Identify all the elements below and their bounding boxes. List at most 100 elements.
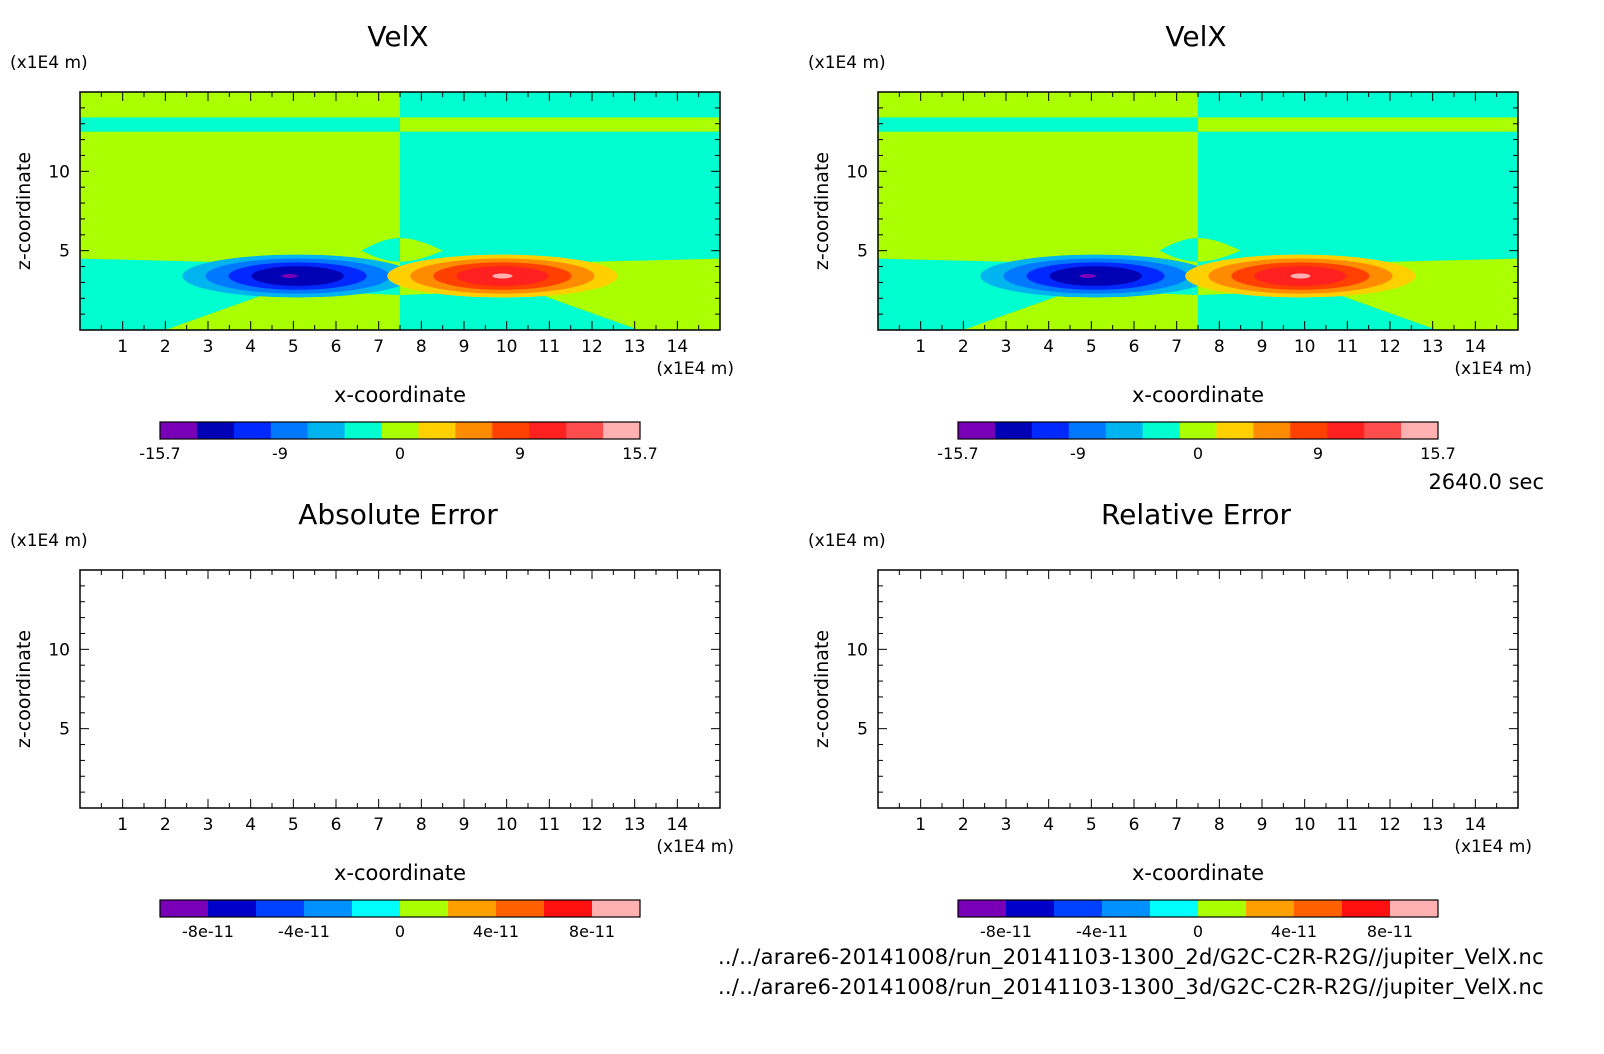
y-tick-label: 10 [48,640,70,660]
colorbar-swatch [233,422,272,439]
colorbar-swatch [544,900,593,917]
y-tick-label: 5 [857,720,868,740]
x-tick-label: 5 [1086,815,1097,835]
x-tick-label: 2 [958,815,969,835]
x-tick-label: 1 [117,337,128,357]
colorbar-tick-label: 15.7 [1420,444,1456,463]
x-unit-label: (x1E4 m) [1454,359,1532,379]
colorbar-swatch [1401,422,1439,439]
x-axis-label: x-coordinate [334,383,466,407]
x-tick-label: 10 [496,337,518,357]
x-tick-label: 10 [1294,815,1316,835]
colorbar-tick-label: 8e-11 [569,922,615,941]
chart-title: Absolute Error [298,498,498,531]
x-tick-label: 14 [667,815,689,835]
colorbar-tick-label: 0 [395,444,405,463]
negative-jet-contour-4 [1049,266,1142,286]
colorbar-tick-label: -9 [272,444,288,463]
colorbar-tick-label: -8e-11 [182,922,234,941]
colorbar-swatch [344,422,383,439]
colorbar-swatch [1290,422,1328,439]
x-tick-label: 8 [1214,815,1225,835]
y-unit-label: (x1E4 m) [10,53,88,73]
x-tick-label: 5 [288,337,299,357]
chart-title: Relative Error [1101,498,1292,531]
x-tick-label: 2 [160,815,171,835]
x-tick-label: 12 [1379,815,1401,835]
x-tick-label: 11 [539,337,561,357]
colorbar-swatch [1150,900,1199,917]
x-tick-label: 6 [331,337,342,357]
chart-panel-3: Absolute Error(x1E4 m)1 2 3 4 5 6 7 8 9 10 11 12 13 1… [10,498,734,941]
region-lower-right-wedge [400,290,639,330]
lens-right [1198,237,1241,262]
positive-jet-core [1290,273,1311,279]
negative-jet-core [1079,274,1096,279]
x-tick-label: 12 [1379,337,1401,357]
colorbar-swatch [496,900,545,917]
colorbar-swatch [160,900,209,917]
x-tick-label: 6 [331,815,342,835]
colorbar-swatch [1342,900,1391,917]
colorbar-frame [159,421,641,440]
x-tick-label: 13 [1422,337,1444,357]
x-tick-label: 9 [1257,815,1268,835]
x-tick-label: 7 [1171,815,1182,835]
y-tick-label: 10 [48,162,70,182]
time-label: 2640.0 sec [1428,470,1544,494]
plot-frame [877,569,1519,809]
x-tick-label: 11 [539,815,561,835]
colorbar-frame [159,899,641,918]
colorbar-swatch [1006,900,1055,917]
colorbar-swatch [1364,422,1402,439]
colorbar-tick-label: -9 [1070,444,1086,463]
x-tick-label: 12 [581,337,603,357]
colorbar-swatch [958,422,996,439]
y-axis-label: z-coordinate [13,630,35,748]
x-tick-label: 10 [1294,337,1316,357]
colorbar-swatch [381,422,419,439]
colorbar-tick-label: 0 [395,922,405,941]
chart-panel-1: VelX(x1E4 m)1 2 3 4 5 6 7 8 9 10 11 12 13 14510(x1E4 … [10,20,734,463]
colorbar-swatch [1198,900,1247,917]
region-lower-right-wedge [1198,290,1437,330]
y-axis-label: z-coordinate [811,152,833,270]
x-tick-label: 11 [1337,337,1359,357]
lens-left [1159,237,1198,262]
x-tick-label: 1 [915,337,926,357]
x-tick-label: 13 [1422,815,1444,835]
top-band-right [400,117,720,132]
colorbar-tick-label: -4e-11 [1076,922,1128,941]
x-axis-label: x-coordinate [1132,383,1264,407]
x-tick-label: 14 [667,337,689,357]
x-tick-label: 2 [160,337,171,357]
colorbar-swatch [1179,422,1217,439]
negative-jet-core [281,274,298,279]
colorbar-swatch [208,900,257,917]
chart-title: VelX [367,20,428,53]
x-tick-label: 14 [1465,815,1487,835]
colorbar-swatch [304,900,353,917]
colorbar-frame [957,899,1439,918]
x-tick-label: 4 [245,815,256,835]
x-tick-label: 7 [373,337,384,357]
x-unit-label: (x1E4 m) [656,837,734,857]
colorbar-tick-label: -15.7 [139,444,180,463]
colorbar-swatch [1246,900,1295,917]
colorbar-tick-label: 8e-11 [1367,922,1413,941]
top-band-left [878,117,1198,132]
colorbar-swatch [1142,422,1181,439]
x-tick-label: 11 [1337,815,1359,835]
colorbar-tick-label: 0 [1193,444,1203,463]
colorbar-swatch [455,422,493,439]
x-tick-label: 3 [203,337,214,357]
colorbar-swatch [1031,422,1070,439]
colorbar-swatch [1327,422,1365,439]
colorbar-swatch [603,422,641,439]
x-tick-label: 5 [288,815,299,835]
x-tick-label: 9 [459,337,470,357]
x-tick-label: 6 [1129,815,1140,835]
colorbar-tick-label: 9 [1313,444,1323,463]
colorbar-swatch [1068,422,1107,439]
